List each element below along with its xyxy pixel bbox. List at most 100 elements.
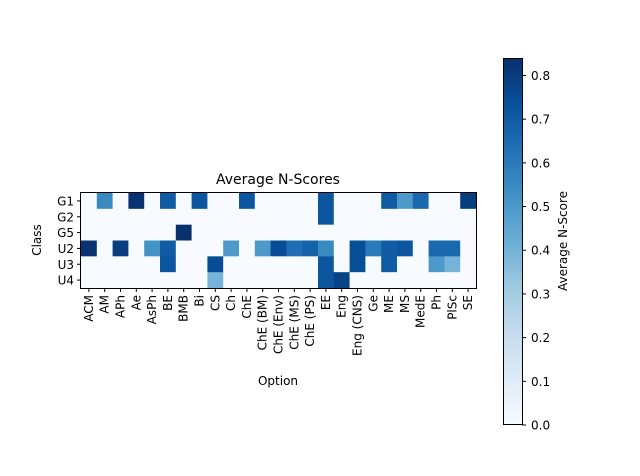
- heatmap-cell: [286, 224, 303, 242]
- heatmap-cell: [191, 224, 208, 242]
- colorbar-tick-label: 0.7: [531, 113, 550, 127]
- colorbar-tick-label: 0.1: [531, 375, 550, 389]
- heatmap-cell: [365, 240, 382, 257]
- heatmap-cell: [207, 272, 224, 289]
- heatmap-cell: [460, 208, 477, 226]
- y-tick-label: G2: [57, 210, 74, 224]
- heatmap-cell: [444, 224, 461, 242]
- heatmap-cell: [412, 240, 430, 257]
- heatmap-cell: [96, 256, 114, 273]
- heatmap-cell: [444, 256, 461, 273]
- heatmap-cell: [128, 193, 145, 210]
- heatmap-cell: [239, 240, 256, 257]
- heatmap-cell: [128, 256, 145, 273]
- heatmap-cell: [254, 256, 272, 273]
- heatmap-cell: [428, 224, 445, 242]
- heatmap-cell: [318, 193, 335, 210]
- heatmap-cell: [144, 208, 161, 226]
- x-tick-label: Eng: [335, 295, 349, 318]
- heatmap-cell: [207, 193, 224, 210]
- y-axis-label: Class: [30, 224, 44, 256]
- x-tick-label: ChE (BM): [256, 295, 270, 350]
- chart-title: Average N-Scores: [216, 172, 340, 188]
- colorbar-tick-label: 0.5: [531, 200, 550, 214]
- heatmap-cell: [349, 193, 366, 210]
- heatmap-cell: [381, 193, 398, 210]
- x-tick-label: ME: [382, 295, 396, 313]
- heatmap-cell: [444, 240, 461, 257]
- x-tick-label: Ch: [224, 295, 238, 311]
- heatmap-cell: [207, 224, 224, 242]
- x-axis-label: Option: [258, 374, 298, 388]
- heatmap-cell: [412, 256, 430, 273]
- heatmap-cell: [223, 272, 240, 289]
- heatmap-cell: [318, 256, 335, 273]
- heatmap-cell: [144, 256, 161, 273]
- heatmap-cell: [428, 256, 445, 273]
- colorbar-frame: [503, 58, 523, 425]
- heatmap-cell: [191, 256, 208, 273]
- heatmap-cell: [349, 208, 366, 226]
- heatmap-cell: [428, 208, 445, 226]
- heatmap-cell: [223, 208, 240, 226]
- heatmap-cell: [128, 224, 145, 242]
- heatmap-cell: [191, 193, 208, 210]
- heatmap-cell: [412, 193, 430, 210]
- heatmap-cell: [428, 193, 445, 210]
- heatmap-cell: [302, 193, 319, 210]
- x-tick-label: ChE (Env): [272, 295, 286, 354]
- colorbar-label: Average N-Score: [556, 191, 570, 291]
- heatmap-cell: [254, 193, 272, 210]
- heatmap-cell: [397, 193, 414, 210]
- heatmap-cell: [349, 240, 366, 257]
- heatmap-cell: [96, 272, 114, 289]
- heatmap-cell: [223, 240, 240, 257]
- heatmap-cell: [333, 193, 351, 210]
- heatmap-cell: [160, 224, 177, 242]
- heatmap-cell: [223, 224, 240, 242]
- colorbar-tick-label: 0.8: [531, 69, 550, 83]
- heatmap-cell: [175, 193, 193, 210]
- heatmap-cell: [318, 240, 335, 257]
- heatmap-cell: [286, 256, 303, 273]
- heatmap-cell: [460, 224, 477, 242]
- heatmap-cell: [81, 224, 98, 242]
- heatmap-cell: [160, 240, 177, 257]
- x-tick-label: BE: [161, 295, 175, 311]
- x-tick-label: Bi: [193, 295, 207, 307]
- heatmap-cell: [239, 193, 256, 210]
- heatmap-cell: [381, 240, 398, 257]
- heatmap-cell: [270, 208, 287, 226]
- x-tick-label: MS: [398, 295, 412, 313]
- x-tick-label: ChE (MS): [287, 295, 301, 350]
- heatmap-cell: [144, 224, 161, 242]
- heatmap-cell: [96, 208, 114, 226]
- heatmap-cell: [207, 208, 224, 226]
- heatmap-cell: [412, 272, 430, 289]
- heatmap-cell: [302, 272, 319, 289]
- heatmap-cell: [144, 240, 161, 257]
- heatmap-cell: [81, 256, 98, 273]
- heatmap-cell: [128, 240, 145, 257]
- colorbar-tick-label: 0.0: [531, 419, 550, 433]
- heatmap-cell: [428, 240, 445, 257]
- heatmap-cell: [302, 256, 319, 273]
- heatmap-cell: [254, 272, 272, 289]
- heatmap-cell: [144, 272, 161, 289]
- heatmap-cell: [428, 272, 445, 289]
- x-tick-label: ChE: [240, 295, 254, 319]
- heatmap-cells: [81, 193, 477, 289]
- heatmap-cell: [365, 193, 382, 210]
- y-tick-label: U2: [58, 242, 74, 256]
- x-tick-label: EE: [319, 295, 333, 310]
- colorbar: [503, 58, 522, 425]
- x-tick-label: Ge: [366, 295, 380, 312]
- x-tick-label: MedE: [414, 295, 428, 328]
- heatmap-cell: [239, 224, 256, 242]
- heatmap-cell: [112, 272, 129, 289]
- y-tick-label: U4: [58, 274, 74, 288]
- colorbar-tick-label: 0.3: [531, 287, 550, 301]
- heatmap-cell: [302, 240, 319, 257]
- x-tick-label: AM: [98, 295, 112, 314]
